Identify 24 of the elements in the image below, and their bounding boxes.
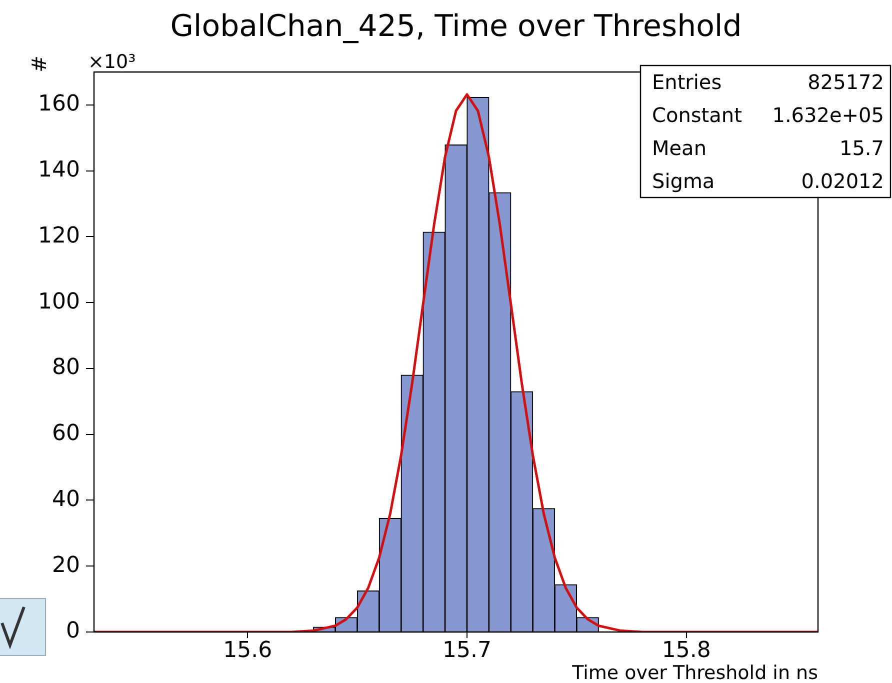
y-tick-label: 160 [38,92,80,117]
annotation: 825172 [808,70,884,94]
annotation: 1.632e+05 [772,103,884,127]
y-tick-label: 40 [52,486,80,512]
x-tick-label: 15.7 [442,638,492,663]
annotation: Entries [652,70,722,94]
x-tick-label: 15.6 [223,638,272,663]
annotation: ×10³ [88,51,136,73]
annotation: Sigma [652,169,715,193]
x-axis-title: Time over Threshold in ns [571,662,818,683]
y-tick-label: 100 [38,289,80,314]
y-tick-label: 120 [38,223,80,248]
annotation: 0.02012 [801,169,884,193]
y-tick-label: 0 [66,618,80,644]
y-tick-label: 20 [52,552,80,578]
y-tick-label: 80 [52,355,80,380]
y-axis-title: # [27,56,51,72]
text: 15.7 [839,136,884,160]
chart-title: GlobalChan_425, Time over Threshold [170,9,742,44]
annotation: Constant [652,103,742,127]
x-tick-label: 15.8 [662,638,711,663]
y-tick-label: 140 [38,158,80,183]
annotation: Mean [652,136,706,160]
y-tick-label: 60 [52,421,80,446]
